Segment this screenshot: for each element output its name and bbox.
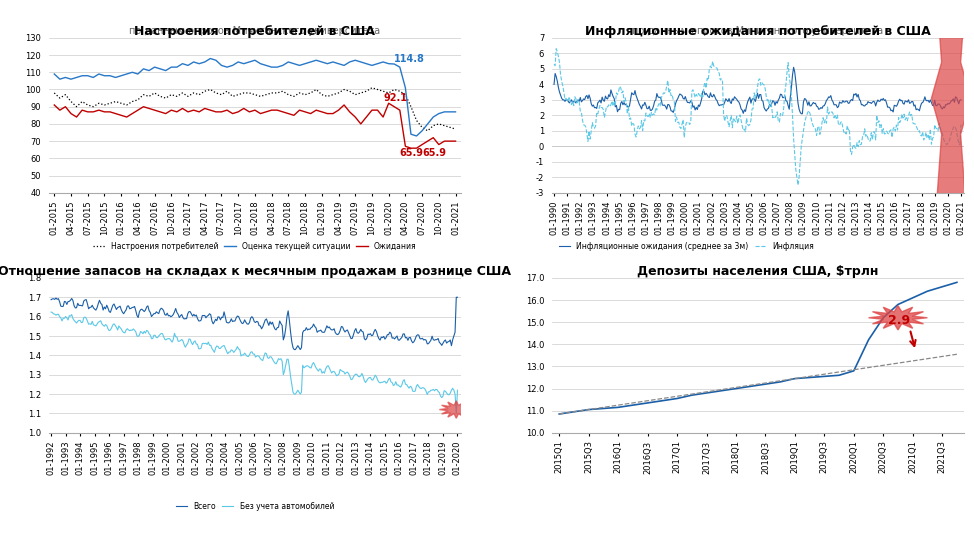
Text: по данным опросов Мичиганского университета: по данным опросов Мичиганского университ…: [130, 26, 381, 36]
Title: Инфляционные ожидания потребителей в США: Инфляционные ожидания потребителей в США: [585, 25, 931, 38]
Text: 92.1: 92.1: [383, 93, 407, 103]
Title: Отношение запасов на складах к месячным продажам в рознице США: Отношение запасов на складах к месячным …: [0, 265, 511, 278]
Text: 65.9: 65.9: [399, 148, 424, 158]
Polygon shape: [439, 401, 473, 418]
Polygon shape: [931, 0, 971, 377]
Text: 114.8: 114.8: [394, 54, 425, 64]
Legend: Инфляционные ожидания (среднее за 3м), Инфляция: Инфляционные ожидания (среднее за 3м), И…: [555, 239, 817, 254]
Legend: Настроения потребителей, Оценка текущей ситуации, Ожидания: Настроения потребителей, Оценка текущей …: [90, 239, 420, 254]
Text: по данным опросов Мичиганского университета: по данным опросов Мичиганского университ…: [632, 26, 883, 36]
Title: Депозиты населения США, $трлн: Депозиты населения США, $трлн: [637, 265, 879, 278]
Legend: Всего, Без учета автомобилей: Всего, Без учета автомобилей: [172, 499, 337, 514]
Title: Настроения потребителей в США: Настроения потребителей в США: [134, 25, 375, 38]
Text: 65.9: 65.9: [422, 148, 446, 158]
Polygon shape: [869, 306, 927, 330]
Text: 2.9: 2.9: [888, 314, 911, 327]
